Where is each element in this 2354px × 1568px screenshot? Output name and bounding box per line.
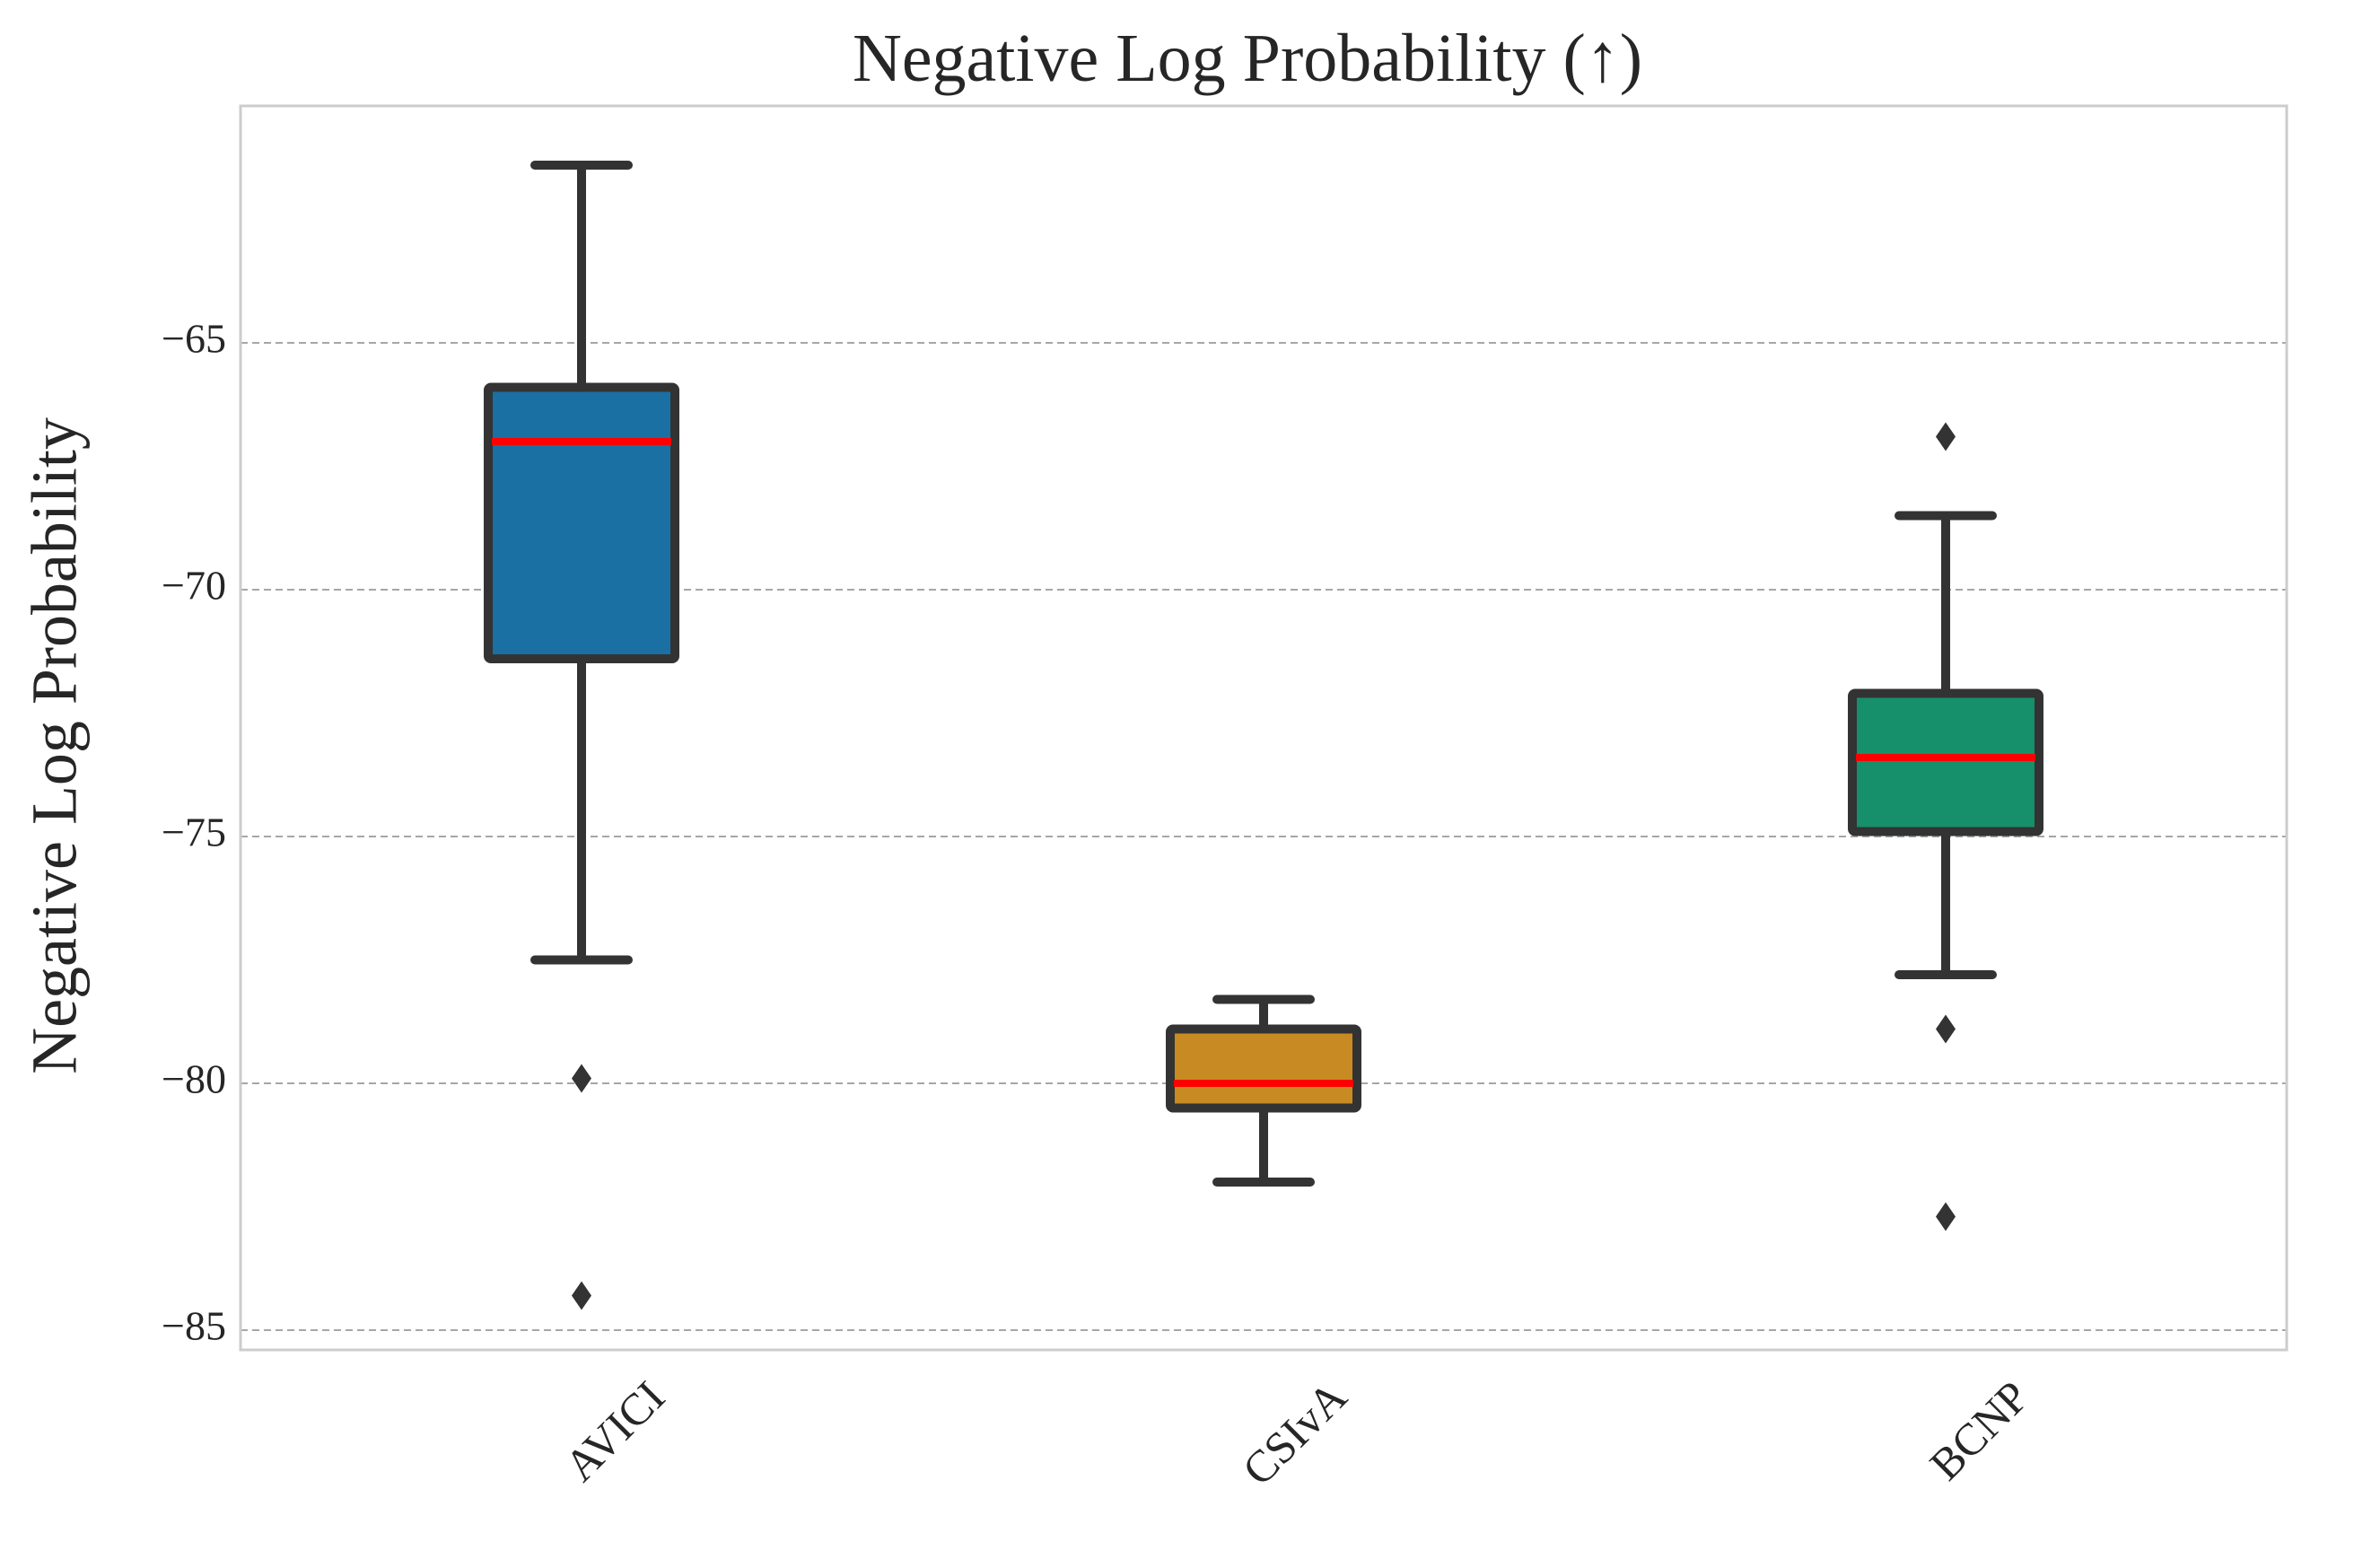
x-axis-ticks: AVICI CSIvA BCNP — [555, 1371, 2038, 1495]
outlier-point — [1936, 1014, 1956, 1044]
box-group-bcnp — [1848, 422, 2043, 1231]
box-group-avici — [484, 161, 679, 1310]
outlier-point — [1936, 1202, 1956, 1231]
outlier-point — [572, 1064, 591, 1093]
y-tick-label: −80 — [162, 1056, 226, 1102]
box-iqr — [484, 382, 679, 663]
y-tick-label: −85 — [162, 1303, 226, 1349]
chart-title: Negative Log Probability (↑) — [853, 21, 1642, 96]
plot-frame — [239, 104, 2288, 1352]
boxes — [484, 161, 2043, 1310]
y-axis-ticks: −65 −70 −75 −80 −85 — [162, 316, 226, 1349]
outlier-point — [572, 1281, 591, 1310]
y-tick-label: −70 — [162, 563, 226, 609]
y-tick-label: −75 — [162, 810, 226, 855]
outlier-point — [1936, 422, 1956, 451]
x-tick-label: CSIvA — [1232, 1371, 1356, 1495]
box-group-csiva — [1166, 994, 1361, 1187]
box-iqr — [1848, 688, 2043, 837]
x-tick-label: AVICI — [555, 1371, 674, 1491]
box-iqr — [1166, 1024, 1361, 1113]
x-tick-label: BCNP — [1920, 1371, 2038, 1490]
y-tick-label: −65 — [162, 316, 226, 362]
y-axis-label: Negative Log Probability — [19, 417, 91, 1074]
